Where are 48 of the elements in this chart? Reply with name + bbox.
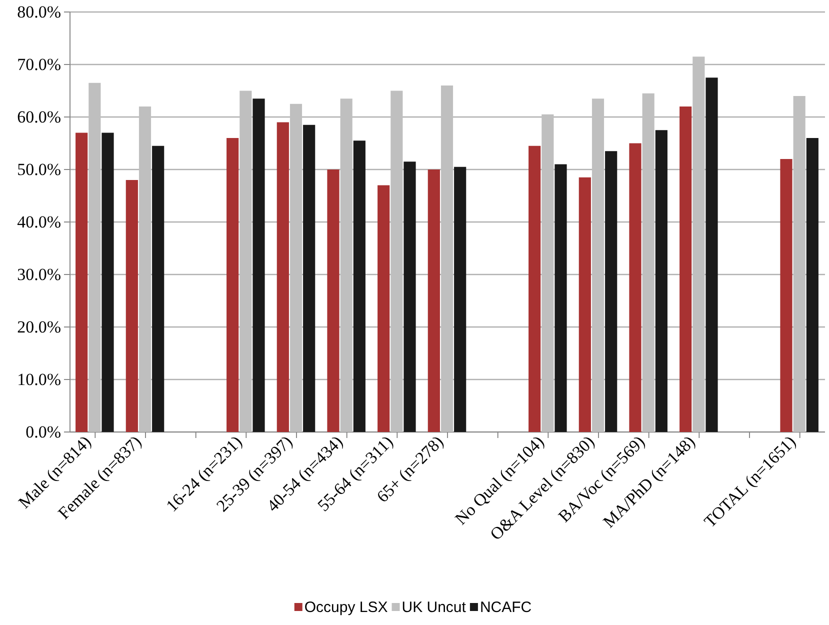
bar — [780, 159, 792, 432]
bar — [554, 164, 567, 432]
bar — [152, 146, 164, 432]
bar — [528, 146, 541, 432]
bar — [126, 180, 138, 432]
bar — [629, 143, 642, 432]
y-tick-label: 50.0% — [17, 160, 61, 179]
bar — [680, 106, 692, 432]
bar — [793, 96, 806, 432]
bar — [276, 122, 289, 432]
bar — [378, 185, 390, 432]
legend-label: NCAFC — [480, 599, 532, 616]
y-tick-label: 10.0% — [17, 370, 61, 389]
y-tick-label: 40.0% — [17, 212, 61, 232]
bar — [226, 138, 239, 432]
bar — [340, 98, 352, 432]
bar — [605, 151, 618, 432]
legend-label: Occupy LSX — [304, 599, 388, 616]
y-tick-label: 0.0% — [26, 422, 61, 442]
bar — [404, 162, 416, 432]
bar — [327, 170, 340, 432]
y-tick-label: 80.0% — [17, 2, 61, 22]
legend-label: UK Uncut — [402, 599, 467, 616]
y-tick-label: 70.0% — [17, 54, 61, 74]
bar — [578, 177, 591, 432]
bar — [290, 104, 302, 432]
bar — [806, 138, 818, 432]
bar — [138, 106, 152, 432]
bar — [454, 166, 466, 432]
bar — [542, 114, 554, 432]
bar — [240, 90, 252, 432]
bar — [642, 93, 654, 432]
bar — [390, 90, 403, 432]
y-tick-label: 30.0% — [17, 264, 61, 284]
bar — [655, 130, 668, 432]
bar — [428, 170, 440, 432]
bar — [88, 82, 101, 432]
y-tick-label: 60.0% — [17, 107, 61, 126]
y-tick-label: 20.0% — [17, 317, 61, 336]
bar — [303, 124, 316, 432]
bar — [252, 98, 265, 432]
bar — [353, 140, 366, 432]
bar — [76, 132, 88, 432]
bar — [692, 56, 705, 432]
bar — [102, 132, 114, 432]
bar — [592, 98, 604, 432]
bar — [440, 86, 454, 432]
bar — [706, 78, 718, 432]
